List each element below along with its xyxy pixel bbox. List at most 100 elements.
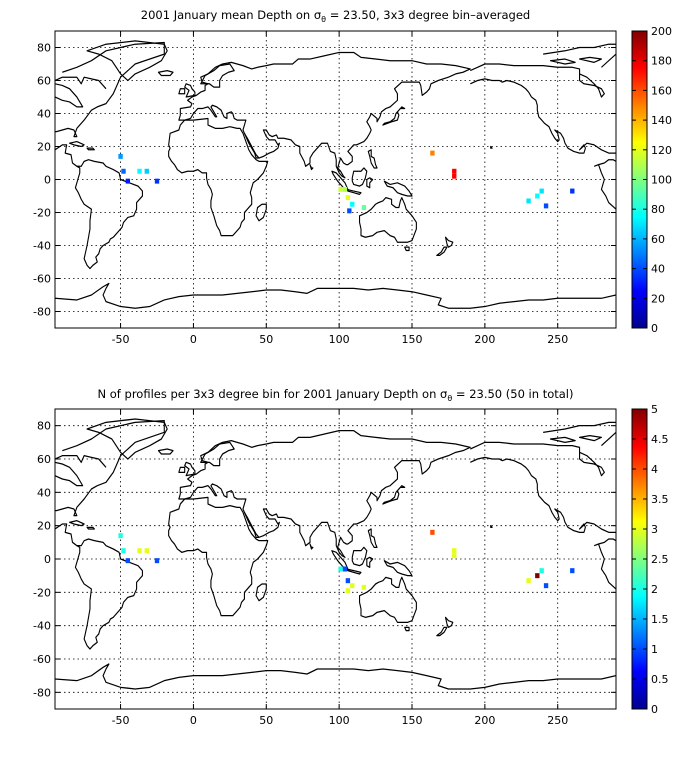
y-tick-label: 60 (37, 453, 51, 466)
data-cell (345, 578, 351, 584)
colorbar-tick-label: 1 (651, 643, 658, 656)
chart-panel-2: N of profiles per 3x3 degree bin for 200… (33, 387, 668, 727)
y-tick-label: 40 (37, 486, 51, 499)
data-cell (526, 578, 531, 584)
x-tick-label: -50 (112, 714, 130, 727)
x-tick-label: 200 (474, 333, 495, 346)
data-cell (338, 566, 343, 572)
colorbar-tick-label: 100 (651, 174, 672, 187)
colorbar: 0 0.5 1 1.5 2 2.5 3 3.5 4 4.5 5 (631, 403, 669, 716)
data-cell (570, 568, 575, 574)
colorbar-tick-label: 2 (651, 583, 658, 596)
y-tick-label: 0 (44, 174, 51, 187)
y-tick-label: 20 (37, 141, 51, 154)
coastline-map (55, 418, 616, 690)
colorbar-tick-label: 20 (651, 292, 665, 305)
y-tick-label: -80 (33, 686, 51, 699)
data-cell (452, 173, 457, 179)
y-tick-label: -60 (33, 653, 51, 666)
data-cell (361, 584, 367, 590)
data-cell (452, 168, 457, 174)
chart-title: N of profiles per 3x3 degree bin for 200… (98, 387, 574, 403)
data-cell (154, 558, 160, 564)
data-cell (539, 188, 544, 194)
x-tick-label: 200 (474, 714, 495, 727)
chart-panel-1: 2001 January mean Depth on σθ = 23.50, 3… (33, 8, 672, 346)
data-cells (118, 150, 575, 214)
data-cell (125, 558, 131, 564)
data-cell (539, 568, 544, 574)
colorbar-tick-label: 60 (651, 233, 665, 246)
colorbar-tick-label: 4 (651, 463, 658, 476)
colorbar-tick-label: 80 (651, 203, 665, 216)
data-cell (342, 566, 348, 572)
data-cell (338, 186, 343, 192)
y-tick-label: 80 (37, 420, 51, 433)
data-cell (345, 195, 351, 201)
coastline-map (55, 40, 616, 310)
data-cell (361, 205, 367, 211)
x-tick-label: 100 (329, 714, 350, 727)
data-cell (125, 178, 131, 184)
colorbar-tick-label: 1.5 (651, 613, 669, 626)
data-cell (535, 193, 540, 199)
data-cell (144, 168, 149, 174)
chart-title: 2001 January mean Depth on σθ = 23.50, 3… (141, 8, 530, 24)
y-tick-label: -40 (33, 240, 51, 253)
data-cell (345, 588, 351, 594)
colorbar-tick-label: 200 (651, 25, 672, 38)
colorbar-tick-label: 0 (651, 322, 658, 335)
data-cell (452, 553, 457, 559)
grid (55, 31, 616, 328)
x-tick-label: 50 (259, 714, 273, 727)
data-cell (118, 533, 123, 539)
y-tick-label: 0 (44, 553, 51, 566)
data-cell (118, 153, 123, 159)
data-cell (350, 583, 355, 589)
data-cell (144, 548, 149, 554)
data-cell (347, 208, 352, 214)
x-tick-label: 250 (547, 714, 568, 727)
data-cell (342, 186, 348, 192)
data-cell (535, 573, 540, 579)
y-tick-label: -40 (33, 620, 51, 633)
y-tick-label: 20 (37, 520, 51, 533)
colorbar-tick-label: 5 (651, 403, 658, 416)
data-cell (350, 201, 355, 207)
colorbar-tick-label: 4.5 (651, 433, 669, 446)
data-cell (543, 583, 549, 589)
data-cells (118, 529, 575, 594)
data-cell (121, 168, 126, 174)
colorbar-tick-label: 2.5 (651, 553, 669, 566)
y-tick-label: -80 (33, 306, 51, 319)
colorbar-tick-label: 0.5 (651, 673, 669, 686)
data-cell (137, 548, 142, 554)
colorbar-tick-label: 180 (651, 55, 672, 68)
x-tick-label: 50 (259, 333, 273, 346)
x-tick-label: 150 (402, 333, 423, 346)
colorbar-tick-label: 160 (651, 84, 672, 97)
data-cell (543, 203, 549, 209)
data-cell (137, 168, 142, 174)
data-cell (430, 150, 435, 156)
x-tick-label: 100 (329, 333, 350, 346)
colorbar-tick-label: 40 (651, 263, 665, 276)
colorbar-tick-label: 120 (651, 144, 672, 157)
y-tick-label: -20 (33, 586, 51, 599)
colorbar: 0 20 40 60 80 100 120 140 160 180 200 (631, 25, 672, 335)
x-tick-label: 150 (402, 714, 423, 727)
x-tick-label: 0 (190, 333, 197, 346)
x-tick-label: -50 (112, 333, 130, 346)
x-tick-label: 250 (547, 333, 568, 346)
y-tick-label: 60 (37, 75, 51, 88)
colorbar-tick-label: 0 (651, 703, 658, 716)
y-tick-label: -20 (33, 207, 51, 220)
data-cell (452, 548, 457, 554)
y-tick-label: -60 (33, 273, 51, 286)
colorbar-tick-label: 3.5 (651, 493, 669, 506)
data-cell (154, 178, 160, 184)
data-cell (570, 188, 575, 194)
y-tick-label: 80 (37, 42, 51, 55)
data-cell (526, 198, 531, 204)
